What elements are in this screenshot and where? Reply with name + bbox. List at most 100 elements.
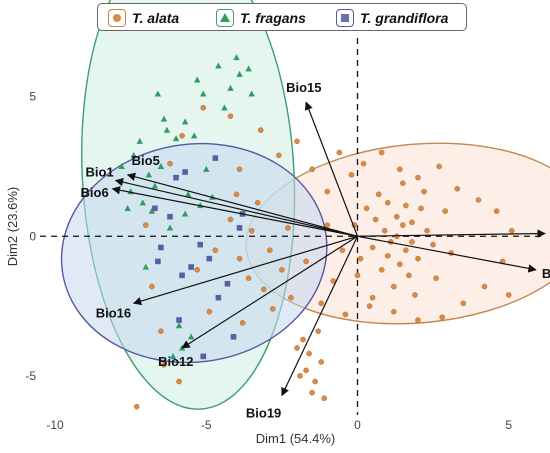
data-point-t-alata — [239, 320, 246, 326]
data-point-t-grandiflora — [212, 155, 219, 161]
data-point-t-alata — [194, 266, 201, 273]
data-point-t-grandiflora — [152, 205, 158, 212]
data-point-t-alata — [279, 266, 285, 273]
data-point-t-alata — [324, 188, 331, 195]
data-point-t-fragans — [130, 151, 137, 158]
data-point-t-fragans — [200, 90, 207, 97]
loading-arrow-bio19 — [281, 236, 359, 397]
x-tick-label: 5 — [505, 418, 512, 432]
loading-arrow-bio1 — [114, 178, 358, 237]
data-point-t-alata — [378, 266, 385, 273]
data-point-t-alata — [257, 127, 264, 133]
x-tick-label: -5 — [201, 418, 212, 432]
data-point-t-alata — [360, 160, 367, 167]
data-point-t-alata — [381, 227, 388, 234]
data-point-t-alata — [384, 253, 391, 259]
data-point-t-alata — [442, 208, 449, 214]
data-point-t-alata — [212, 247, 219, 254]
x-tick-label: -10 — [46, 418, 64, 432]
data-point-t-grandiflora — [182, 169, 188, 175]
data-point-t-alata — [369, 244, 376, 251]
data-point-t-alata — [254, 199, 261, 206]
data-point-t-fragans — [163, 126, 171, 133]
legend-item-t-fragans: T. fragans — [216, 9, 306, 27]
data-point-t-alata — [439, 314, 445, 321]
data-point-t-alata — [400, 180, 406, 187]
data-point-t-alata — [236, 255, 243, 262]
data-point-t-alata — [406, 272, 412, 279]
legend-item-t-grandiflora: T. grandiflora — [336, 9, 448, 27]
x-axis-label: Dim1 (54.4%) — [256, 431, 335, 446]
data-point-t-fragans — [233, 54, 240, 61]
data-point-t-grandiflora — [167, 213, 173, 220]
x-tick-label: 0 — [354, 418, 361, 432]
loading-label-bio1: Bio1 — [86, 164, 114, 179]
data-point-t-grandiflora — [230, 334, 237, 340]
data-point-t-fragans — [221, 104, 228, 111]
data-point-t-alata — [285, 225, 291, 231]
data-point-t-fragans — [245, 65, 252, 72]
data-point-t-alata — [369, 294, 376, 301]
data-point-t-grandiflora — [155, 258, 161, 265]
data-point-t-alata — [309, 389, 315, 396]
data-point-t-alata — [505, 292, 512, 298]
data-point-t-alata — [133, 403, 140, 410]
data-point-t-alata — [294, 138, 300, 145]
data-point-t-alata — [339, 247, 346, 254]
data-point-t-fragans — [157, 163, 165, 170]
data-point-t-alata — [409, 239, 415, 245]
data-point-t-alata — [227, 113, 234, 119]
loading-arrow-bio7 — [357, 229, 546, 238]
data-point-t-fragans — [124, 204, 131, 211]
confidence-ellipse-t-grandiflora — [60, 142, 328, 364]
data-point-t-alata — [303, 367, 309, 374]
data-point-t-alata — [288, 294, 294, 301]
data-point-t-fragans — [151, 182, 159, 189]
loading-label-bio19: Bio19 — [246, 405, 281, 420]
data-point-t-grandiflora — [179, 272, 185, 279]
data-point-t-alata — [475, 197, 482, 203]
data-point-t-alata — [384, 199, 391, 206]
data-point-t-grandiflora — [197, 241, 204, 248]
data-point-t-fragans — [203, 165, 210, 172]
data-point-t-grandiflora — [173, 174, 179, 181]
data-point-t-alata — [266, 247, 273, 254]
y-tick-label: -5 — [25, 369, 36, 383]
data-point-t-fragans — [187, 333, 195, 340]
data-point-t-alata — [318, 359, 325, 365]
data-point-t-alata — [366, 303, 373, 309]
data-point-t-alata — [390, 308, 397, 315]
data-point-t-alata — [403, 247, 409, 254]
loading-label-bio16: Bio16 — [96, 305, 131, 320]
data-point-t-alata — [400, 222, 406, 228]
data-point-t-alata — [142, 222, 149, 228]
data-point-t-alata — [430, 241, 436, 248]
data-point-t-fragans — [136, 137, 143, 144]
data-point-t-alata — [415, 317, 421, 323]
data-point-t-fragans — [169, 352, 177, 359]
data-point-t-alata — [233, 191, 240, 198]
data-point-t-alata — [357, 255, 364, 262]
data-point-t-alata — [433, 275, 439, 281]
data-point-t-alata — [481, 283, 488, 290]
data-point-t-alata — [318, 300, 325, 307]
data-point-t-alata — [418, 205, 424, 212]
loading-arrow-bio6 — [111, 186, 358, 237]
data-point-t-alata — [294, 345, 300, 351]
data-point-t-alata — [424, 227, 430, 234]
data-point-t-alata — [248, 227, 255, 234]
data-point-t-alata — [167, 160, 173, 167]
data-point-t-alata — [348, 172, 355, 178]
data-point-t-fragans — [148, 207, 156, 214]
data-point-t-alata — [297, 373, 303, 379]
data-point-t-alata — [354, 272, 361, 279]
loading-label-bio6: Bio6 — [81, 185, 109, 200]
data-point-t-alata — [270, 306, 276, 312]
data-point-t-alata — [260, 286, 267, 293]
data-point-t-fragans — [154, 90, 162, 97]
data-point-t-fragans — [139, 199, 146, 206]
data-point-t-alata — [415, 255, 421, 262]
data-point-t-alata — [245, 275, 252, 281]
data-point-t-fragans — [175, 322, 183, 329]
